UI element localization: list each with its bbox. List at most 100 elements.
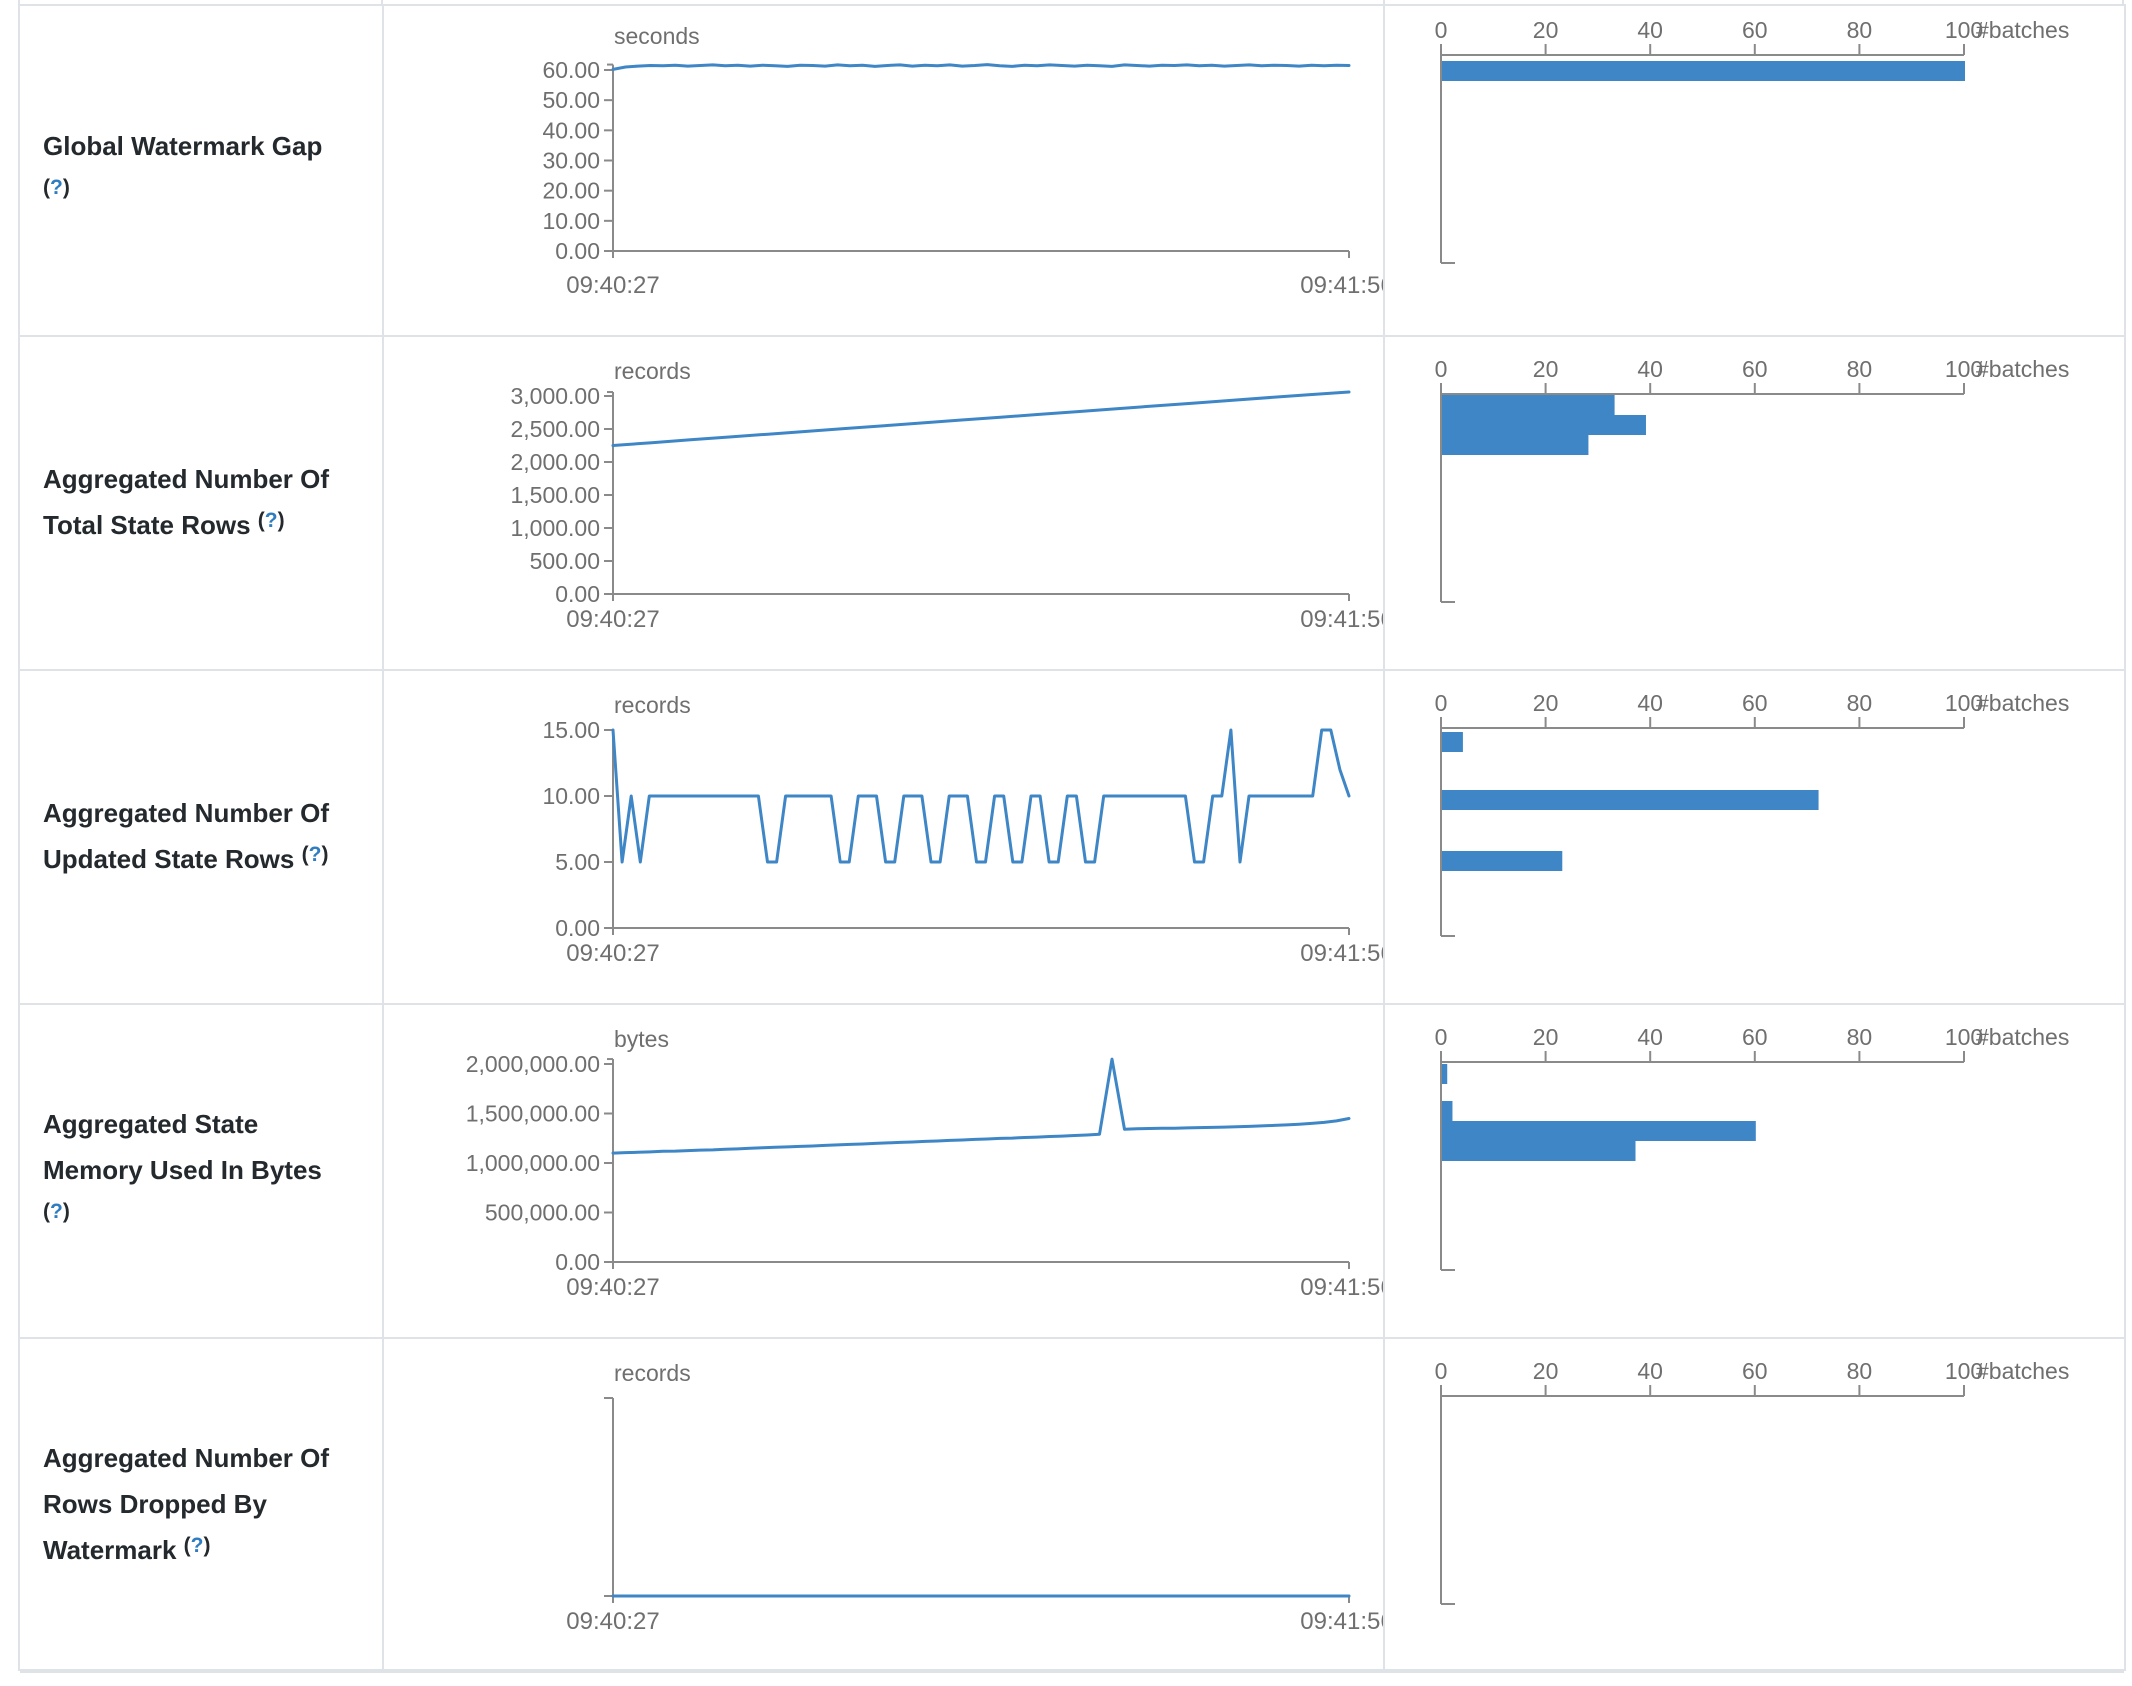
x-axis-start-time-label: 09:40:27: [566, 1608, 659, 1635]
x-axis-end-time-label: 09:41:56: [1300, 1274, 1383, 1301]
help-tooltip-link[interactable]: (?): [43, 1200, 70, 1223]
histogram-x-tick-label: 0: [1435, 690, 1448, 716]
y-axis-tick-label: 30.00: [542, 148, 600, 174]
y-axis-tick-label: 0.00: [555, 581, 600, 607]
histogram-x-tick-label: 80: [1847, 1358, 1873, 1384]
batches-unit-label: #batches: [1976, 690, 2069, 716]
metric-row: Aggregated State Memory Used In Bytes (?…: [20, 1005, 2124, 1339]
y-axis-tick-label: 1,000.00: [510, 515, 600, 541]
timeline-chart: records 3,000.00 2,500.00 2,000.00 1,500.00 1…: [510, 358, 1383, 633]
y-axis-tick-label: 3,000.00: [510, 383, 600, 409]
unit-label: records: [614, 692, 691, 718]
histogram-x-tick-label: 60: [1742, 1358, 1768, 1384]
metric-label-cell: Aggregated Number Of Total State Rows (?…: [20, 337, 384, 669]
metric-label-text: Aggregated Number Of Total State Rows: [43, 463, 330, 540]
timeline-chart: records 09:40:27 09:41:56: [566, 1360, 1383, 1635]
y-axis-tick-label: 0.00: [555, 1249, 600, 1275]
metric-label-text: Global Watermark Gap: [43, 131, 323, 161]
y-axis-tick-label: 10.00: [542, 783, 600, 809]
help-tooltip-link[interactable]: (?): [184, 1534, 211, 1557]
help-tooltip-link[interactable]: (?): [302, 843, 329, 866]
metric-row: Aggregated Number Of Rows Dropped By Wat…: [20, 1339, 2124, 1673]
top-border-sliver-col2: [1383, 0, 1385, 4]
metric-label: Aggregated Number Of Updated State Rows …: [43, 790, 346, 885]
help-question-icon: ?: [50, 176, 63, 199]
timeline-series-line: [611, 1057, 1351, 1155]
histogram-x-tick-label: 20: [1533, 1024, 1559, 1050]
timeline-cell: records 15.00 10.00 5.00 0.00 09:40:27 09:41:5…: [384, 671, 1385, 1003]
y-axis-tick-label: 2,000.00: [510, 449, 600, 475]
top-border-sliver-right: [2122, 0, 2124, 4]
y-axis-tick-label: 20.00: [542, 178, 600, 204]
help-tooltip-link[interactable]: (?): [258, 509, 285, 532]
histogram-chart: 0 20 40 60 80 100#batches: [1435, 1358, 2069, 1605]
batches-unit-label: #batches: [1976, 1024, 2069, 1050]
metric-label-text: Aggregated Number Of Rows Dropped By Wat…: [43, 1442, 330, 1565]
histogram-x-tick-label: 0: [1435, 1358, 1448, 1384]
histogram-chart: 0 20 40 60 80 100#batches: [1435, 1024, 2069, 1271]
unit-label: records: [614, 358, 691, 384]
histogram-cell: 0 20 40 60 80 100 #batches: [1387, 337, 2124, 669]
unit-label: bytes: [614, 1026, 669, 1052]
histogram-bar: [1442, 1101, 1453, 1121]
metric-row: Aggregated Number Of Total State Rows (?…: [20, 337, 2124, 671]
metric-label-cell: Global Watermark Gap (?): [20, 6, 384, 335]
histogram-bar: [1442, 1141, 1636, 1161]
histogram-x-tick-label: 100: [1945, 1024, 1983, 1050]
y-axis-tick-label: 500,000.00: [485, 1200, 600, 1226]
histogram-x-tick-label: 20: [1533, 1358, 1559, 1384]
histogram-x-tick-label: 40: [1637, 356, 1663, 382]
metric-label-cell: Aggregated State Memory Used In Bytes (?…: [20, 1005, 384, 1337]
y-axis-tick-label: 15.00: [542, 717, 600, 743]
histogram-bar: [1442, 415, 1646, 435]
histogram-x-tick-label: 20: [1533, 690, 1559, 716]
help-question-icon: ?: [50, 1199, 63, 1223]
histogram-x-tick-label: 80: [1847, 1024, 1873, 1050]
y-axis-tick-label: 1,000,000.00: [466, 1150, 600, 1176]
y-axis-tick-label: 1,500,000.00: [466, 1101, 600, 1127]
histogram-bar: [1442, 61, 1965, 81]
y-axis-tick-label: 50.00: [542, 87, 600, 113]
histogram-x-tick-label: 0: [1435, 1024, 1448, 1050]
x-axis-end-time-label: 09:41:56: [1300, 1608, 1383, 1635]
histogram-bar: [1442, 851, 1563, 871]
batches-unit-label: #batches: [1976, 1358, 2069, 1384]
y-axis-tick-label: 0.00: [555, 238, 600, 264]
histogram-x-tick-label: 60: [1742, 690, 1768, 716]
metrics-table: Global Watermark Gap (?) seconds 60.00 50.0…: [18, 4, 2126, 1673]
timeline-cell: seconds 60.00 50.00 40.00 30.00 20.00 10.00 0.0…: [384, 6, 1385, 335]
metric-label: Aggregated Number Of Rows Dropped By Wat…: [43, 1435, 346, 1576]
histogram-x-tick-label: 40: [1637, 17, 1663, 43]
histogram-chart: 0 20 40 60 80 100#batches: [1435, 690, 2069, 937]
help-paren-close: ): [203, 1533, 211, 1557]
histogram-x-tick-label: 40: [1637, 1024, 1663, 1050]
metric-row: Global Watermark Gap (?) seconds 60.00 50.0…: [20, 6, 2124, 337]
x-axis-start-time-label: 09:40:27: [566, 606, 659, 633]
y-axis-tick-label: 500.00: [530, 548, 600, 574]
timeline-chart: bytes 2,000,000.00 1,500,000.00 1,000,000.0…: [466, 1026, 1383, 1301]
histogram-cell: 0 20 40 60 80 100 #batches: [1387, 671, 2124, 1003]
histogram-bar: [1442, 732, 1463, 752]
help-paren-open: (: [257, 508, 265, 532]
help-tooltip-link[interactable]: (?): [43, 176, 70, 199]
x-axis-end-time-label: 09:41:56: [1300, 606, 1383, 633]
metric-label-cell: Aggregated Number Of Rows Dropped By Wat…: [20, 1339, 384, 1671]
unit-label: records: [614, 1360, 691, 1386]
y-axis-tick-label: 10.00: [542, 208, 600, 234]
timeline-cell: records 3,000.00 2,500.00 2,000.00 1,500.00 1…: [384, 337, 1385, 669]
histogram-x-tick-label: 0: [1435, 356, 1448, 382]
histogram-x-tick-label: 100: [1945, 17, 1983, 43]
x-axis-end-time-label: 09:41:56: [1300, 272, 1383, 299]
metric-label: Global Watermark Gap (?): [43, 123, 346, 218]
histogram-x-tick-label: 40: [1637, 690, 1663, 716]
histogram-x-tick-label: 80: [1847, 690, 1873, 716]
help-paren-close: ): [321, 842, 329, 866]
histogram-cell: 0 20 40 60 80 100 #batches: [1387, 1005, 2124, 1337]
help-paren-open: (: [183, 1533, 191, 1557]
help-paren-close: ): [62, 1199, 70, 1223]
histogram-x-tick-label: 60: [1742, 356, 1768, 382]
histogram-x-tick-label: 80: [1847, 17, 1873, 43]
histogram-bar: [1442, 790, 1819, 810]
